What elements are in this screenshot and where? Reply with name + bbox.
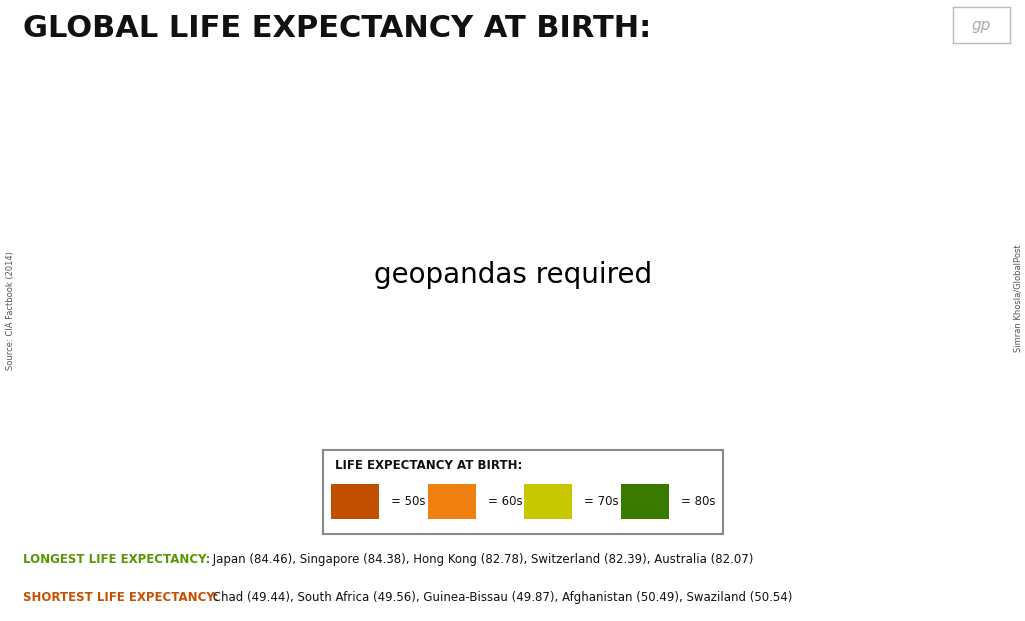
Bar: [427, 484, 476, 519]
Text: = 50s: = 50s: [391, 495, 425, 508]
Text: = 60s: = 60s: [488, 495, 522, 508]
Text: gp: gp: [972, 18, 991, 33]
Bar: [331, 484, 379, 519]
Text: SHORTEST LIFE EXPECTANCY:: SHORTEST LIFE EXPECTANCY:: [23, 591, 218, 604]
Text: = 80s: = 80s: [681, 495, 715, 508]
Text: GLOBAL LIFE EXPECTANCY AT BIRTH:: GLOBAL LIFE EXPECTANCY AT BIRTH:: [23, 14, 651, 43]
Text: Chad (49.44), South Africa (49.56), Guinea-Bissau (49.87), Afghanistan (50.49), : Chad (49.44), South Africa (49.56), Guin…: [209, 591, 792, 604]
Text: Source: CIA Factbook (2014): Source: CIA Factbook (2014): [6, 251, 14, 370]
Text: LIFE EXPECTANCY AT BIRTH:: LIFE EXPECTANCY AT BIRTH:: [335, 459, 523, 472]
Bar: [525, 484, 572, 519]
Text: Japan (84.46), Singapore (84.38), Hong Kong (82.78), Switzerland (82.39), Austra: Japan (84.46), Singapore (84.38), Hong K…: [209, 553, 753, 566]
Text: LONGEST LIFE EXPECTANCY:: LONGEST LIFE EXPECTANCY:: [23, 553, 210, 566]
Text: geopandas required: geopandas required: [374, 261, 653, 289]
Text: = 70s: = 70s: [584, 495, 619, 508]
Text: Simran Khosla/GlobalPost: Simran Khosla/GlobalPost: [1014, 244, 1022, 352]
Bar: [621, 484, 669, 519]
